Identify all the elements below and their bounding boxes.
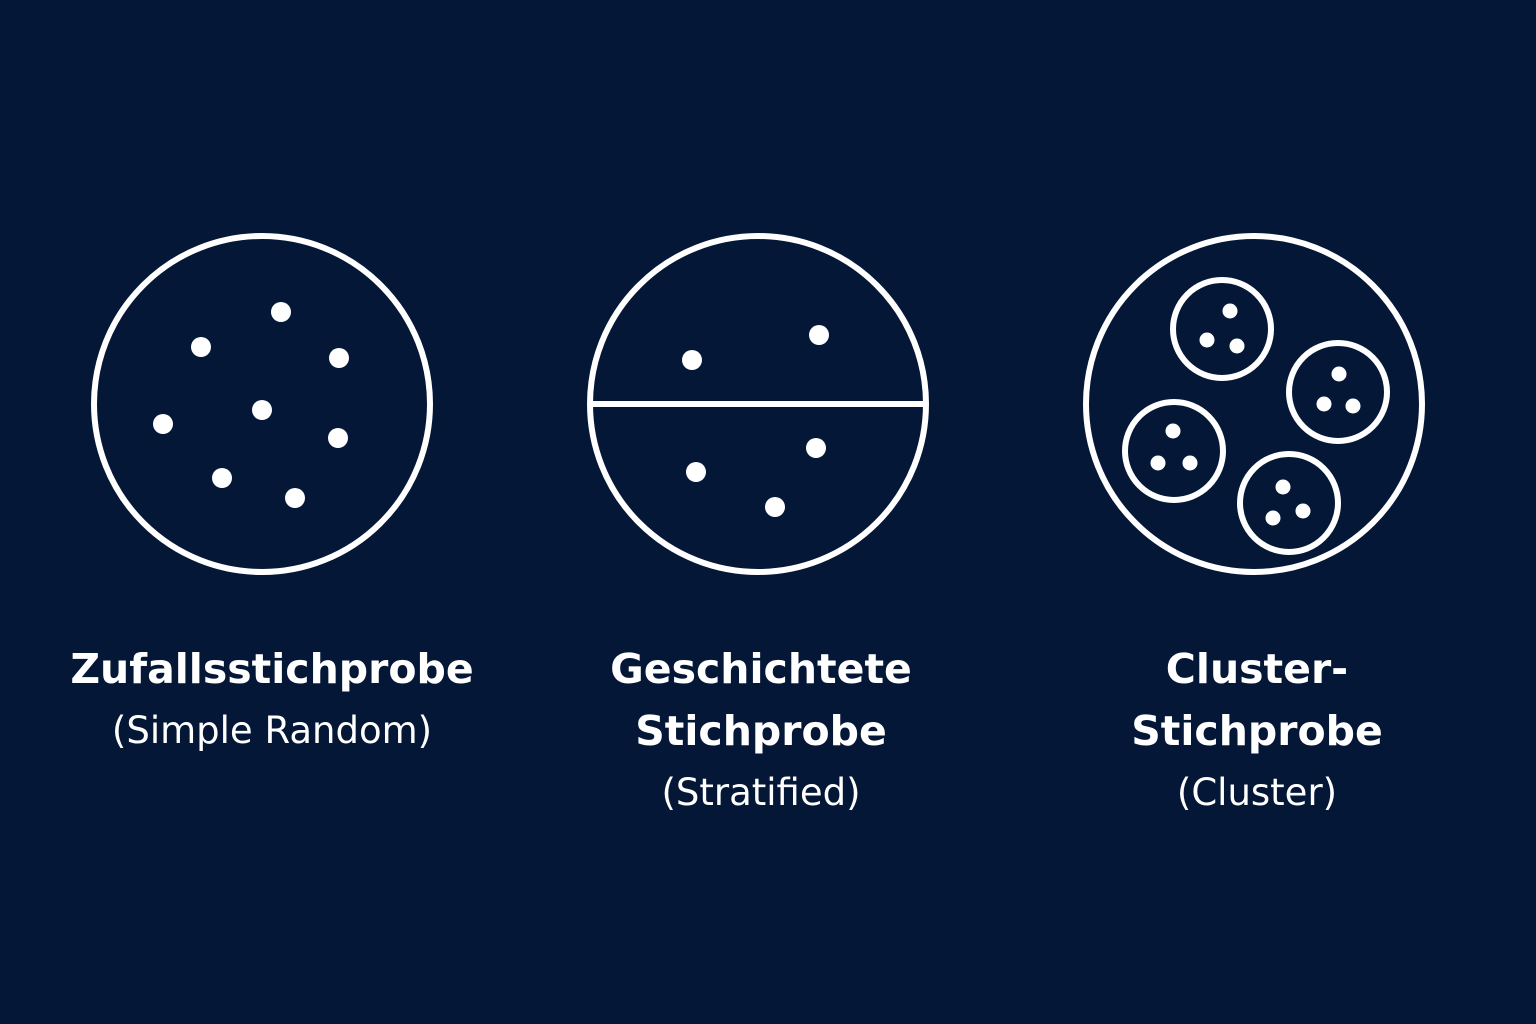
sample-dot <box>686 462 706 482</box>
population-circle-simple <box>91 233 433 575</box>
sample-dot <box>1229 338 1245 354</box>
simple-random-label: Zufallsstichprobe (Simple Random) <box>42 638 502 762</box>
sample-dot <box>765 497 785 517</box>
sample-dot <box>329 348 349 368</box>
sample-dot <box>1222 303 1238 319</box>
sample-dot <box>1150 455 1166 471</box>
sample-dot <box>809 325 829 345</box>
cluster-circle-1 <box>1170 277 1274 381</box>
sample-dot <box>285 488 305 508</box>
cluster-circle-2 <box>1286 340 1390 444</box>
sample-dot <box>212 468 232 488</box>
sample-dot <box>1295 503 1311 519</box>
sample-dot <box>153 414 173 434</box>
cluster-circle-3 <box>1122 399 1226 503</box>
sample-dot <box>1199 332 1215 348</box>
sample-dot <box>1165 423 1181 439</box>
sample-dot <box>191 337 211 357</box>
simple-random-title: Zufallsstichprobe <box>70 645 474 693</box>
cluster-subtitle: (Cluster) <box>1176 771 1338 814</box>
cluster-circle-4 <box>1237 451 1341 555</box>
sample-dot <box>1316 396 1332 412</box>
sample-dot <box>1275 479 1291 495</box>
stratified-label: Geschichtete Stichprobe (Stratified) <box>531 638 991 824</box>
sample-dot <box>1331 366 1347 382</box>
sample-dot <box>1182 455 1198 471</box>
sample-dot <box>1345 398 1361 414</box>
cluster-title: Cluster- Stichprobe <box>1131 645 1383 755</box>
sample-dot <box>328 428 348 448</box>
population-circle-stratified <box>587 233 929 575</box>
stratified-title: Geschichtete Stichprobe <box>610 645 912 755</box>
stratified-subtitle: (Stratified) <box>661 771 861 814</box>
sample-dot <box>682 350 702 370</box>
cluster-label: Cluster- Stichprobe (Cluster) <box>1027 638 1487 824</box>
sample-dot <box>806 438 826 458</box>
sample-dot <box>252 400 272 420</box>
sample-dot <box>1265 510 1281 526</box>
simple-random-subtitle: (Simple Random) <box>111 709 433 752</box>
population-circle-cluster <box>1083 233 1425 575</box>
sample-dot <box>271 302 291 322</box>
